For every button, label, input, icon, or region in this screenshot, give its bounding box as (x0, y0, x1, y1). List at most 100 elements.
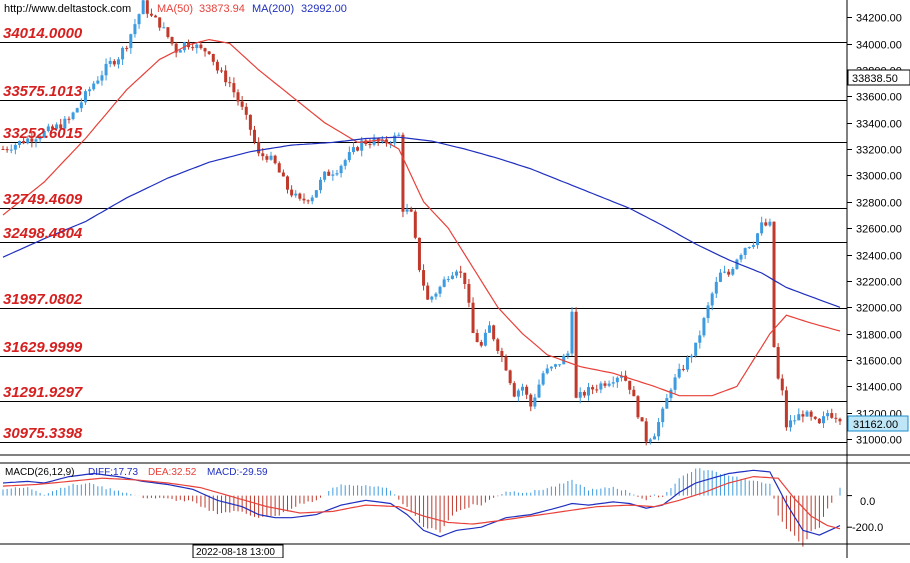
candle-body (397, 134, 401, 136)
candle-body (648, 439, 652, 442)
y-tick-label: 33000.00 (856, 171, 902, 183)
candle-body (75, 108, 79, 113)
y-tick-label: 31600.00 (856, 356, 902, 368)
candle-body (100, 75, 104, 81)
candle-body (591, 387, 595, 390)
source-url: http://www.deltastock.com (4, 3, 131, 15)
candle-body (55, 124, 59, 129)
candle-body (178, 50, 182, 53)
candle-body (224, 70, 228, 83)
candle-body (483, 332, 487, 346)
candle-body (611, 382, 615, 384)
candle-body (265, 156, 269, 160)
candle-body (88, 89, 92, 92)
candle-body (492, 325, 496, 340)
candle-body (698, 335, 702, 343)
candle-body (735, 259, 739, 269)
candle-body (331, 174, 335, 176)
candle-body (760, 222, 764, 234)
candle-body (5, 149, 9, 151)
candle-body (830, 413, 834, 418)
candle-body (108, 61, 112, 64)
candle-body (356, 147, 360, 151)
candle-body (665, 398, 669, 409)
candle-body (290, 189, 294, 196)
y-tick-label: 33400.00 (856, 119, 902, 131)
candle-body (455, 271, 459, 276)
candle-body (248, 114, 252, 130)
candle-body (129, 34, 133, 49)
candle-body (207, 51, 211, 54)
candle-body (174, 43, 178, 53)
candle-body (488, 325, 492, 333)
level-label-5: 31997.0802 (3, 291, 83, 308)
candle-body (240, 101, 244, 107)
current-price-bottom: 31162.00 (853, 419, 898, 431)
candle-body (508, 370, 512, 384)
candle-body (327, 171, 331, 176)
candle-body (446, 278, 450, 280)
candle-body (154, 15, 158, 18)
y-tick-label: 33200.00 (856, 145, 902, 157)
y-tick-label: 34200.00 (856, 13, 902, 25)
candle-body (232, 83, 236, 93)
candle-body (467, 283, 471, 303)
candle-body (409, 209, 413, 212)
candle-body (533, 397, 537, 407)
y-tick-label: 31800.00 (856, 330, 902, 342)
candle-body (228, 82, 232, 84)
candle-body (430, 296, 434, 300)
candle-body (26, 138, 30, 144)
candle-body (772, 221, 776, 348)
candle-body (253, 129, 257, 142)
level-label-6: 31629.9999 (3, 339, 83, 356)
candle-body (619, 375, 623, 378)
candle-body (574, 311, 578, 398)
candle-body (743, 248, 747, 255)
candle-body (541, 373, 545, 385)
candle-body (281, 172, 285, 177)
candle-body (38, 137, 42, 140)
candle-body (277, 163, 281, 173)
candle-body (314, 190, 318, 198)
ma50-label: MA(50) (157, 3, 193, 15)
candle-body (562, 355, 566, 365)
candle-body (727, 271, 731, 275)
candle-body (504, 356, 508, 371)
candle-body (1, 149, 5, 151)
ma50-line (2, 38, 841, 397)
level-label-8: 30975.3398 (3, 425, 83, 442)
candle-body (9, 149, 13, 151)
candle-body (826, 413, 830, 417)
candle-body (339, 165, 343, 174)
candle-body (723, 271, 727, 273)
candle-body (149, 13, 153, 16)
candle-body (805, 411, 809, 417)
y-tick-label: 32200.00 (856, 277, 902, 289)
candle-body (417, 237, 421, 271)
candle-body (776, 347, 780, 379)
candle-body (302, 198, 306, 201)
candle-body (731, 268, 735, 275)
candle-body (640, 417, 644, 422)
candle-body (343, 160, 347, 166)
candle-body (236, 92, 240, 102)
candle-body (116, 59, 120, 65)
candle-body (46, 126, 50, 131)
candle-body (191, 47, 195, 49)
candle-body (83, 91, 87, 103)
candle-body (426, 285, 430, 300)
current-price-box-bottom (847, 415, 909, 432)
candle-body (298, 193, 302, 199)
candle-body (566, 353, 570, 356)
candle-body (714, 281, 718, 294)
candle-body (195, 44, 199, 49)
candle-body (79, 102, 83, 109)
candle-body (739, 254, 743, 260)
candle-body (257, 141, 261, 154)
current-price-top: 33838.50 (852, 73, 898, 85)
candle-body (30, 138, 34, 142)
